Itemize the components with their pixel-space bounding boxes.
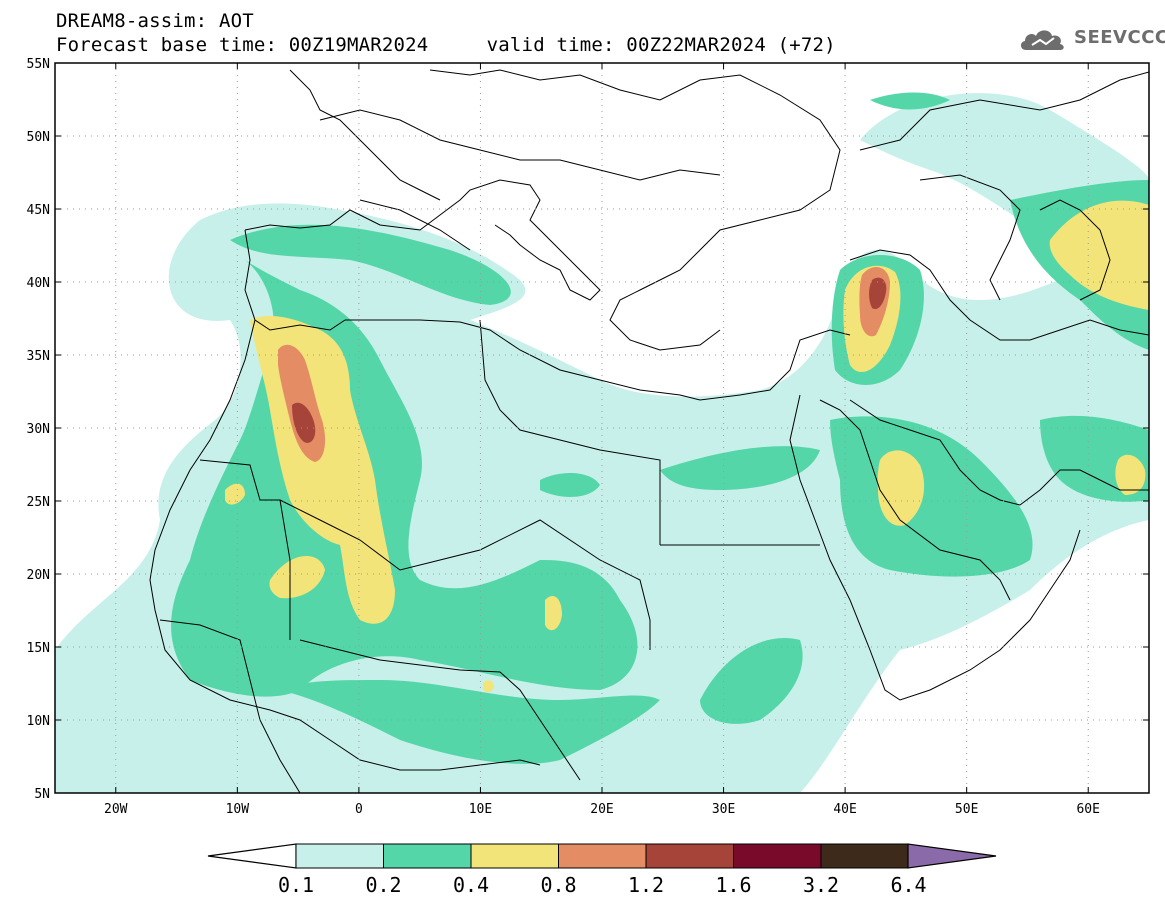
lon-tick-label: 10W <box>226 802 250 817</box>
colorbar-cell <box>383 843 472 869</box>
lat-tick-label: 50N <box>27 130 50 145</box>
colorbar-cell <box>645 843 734 869</box>
lon-tick-label: 50E <box>955 802 978 817</box>
lat-tick-label: 20N <box>27 568 50 583</box>
logo-text: SEEVCCC <box>1074 27 1165 48</box>
colorbar-min-arrow <box>207 843 297 869</box>
longitude-axis: 20W 10W 0 10E 20E 30E 40E 50E 60E <box>104 63 1100 817</box>
colorbar-label: 1.6 <box>715 873 751 897</box>
aot-field <box>55 92 1149 793</box>
map-title: DREAM8-assim: AOT <box>56 10 254 32</box>
colorbar-label: 0.1 <box>278 873 314 897</box>
lat-tick-label: 55N <box>27 57 50 72</box>
lat-tick-label: 10N <box>27 714 50 729</box>
colorbar-label: 3.2 <box>803 873 839 897</box>
lat-tick-label: 15N <box>27 641 50 656</box>
lat-tick-label: 25N <box>27 495 50 510</box>
colorbar-label: 6.4 <box>890 873 926 897</box>
colorbar-cell <box>820 843 909 869</box>
forecast-time-subtitle: Forecast base time: 00Z19MAR2024 valid t… <box>56 34 836 56</box>
colorbar-label: 0.4 <box>453 873 489 897</box>
lat-tick-label: 35N <box>27 349 50 364</box>
colorbar-cell <box>470 843 559 869</box>
colorbar-label: 0.8 <box>540 873 576 897</box>
colorbar-cell <box>558 843 647 869</box>
coastlines <box>149 69 1149 793</box>
latitude-axis: 55N 50N 45N 40N 35N 30N 25N 20N 15N 10N 5N <box>27 57 1149 802</box>
graticule <box>55 63 1149 793</box>
lon-tick-label: 20E <box>590 802 613 817</box>
lon-tick-label: 10E <box>469 802 492 817</box>
lat-tick-label: 40N <box>27 276 50 291</box>
lon-tick-label: 20W <box>104 802 128 817</box>
aot-colorbar: 0.1 0.2 0.4 0.8 1.2 1.6 3.2 6.4 <box>207 843 997 897</box>
colorbar-cell <box>733 843 822 869</box>
lon-tick-label: 60E <box>1076 802 1099 817</box>
seevccc-logo: SEEVCCC <box>1018 24 1165 54</box>
colorbar-label: 0.2 <box>365 873 401 897</box>
lon-tick-label: 30E <box>712 802 735 817</box>
lat-tick-label: 30N <box>27 422 50 437</box>
colorbar-max-arrow <box>907 843 997 869</box>
colorbar-label: 1.2 <box>628 873 664 897</box>
colorbar-cell <box>295 843 384 869</box>
lat-tick-label: 5N <box>34 787 50 802</box>
lon-tick-label: 40E <box>833 802 856 817</box>
lat-tick-label: 45N <box>27 203 50 218</box>
cloud-icon <box>1020 30 1064 50</box>
lon-tick-label: 0 <box>355 802 363 817</box>
aot-band-1.2 <box>292 277 887 443</box>
